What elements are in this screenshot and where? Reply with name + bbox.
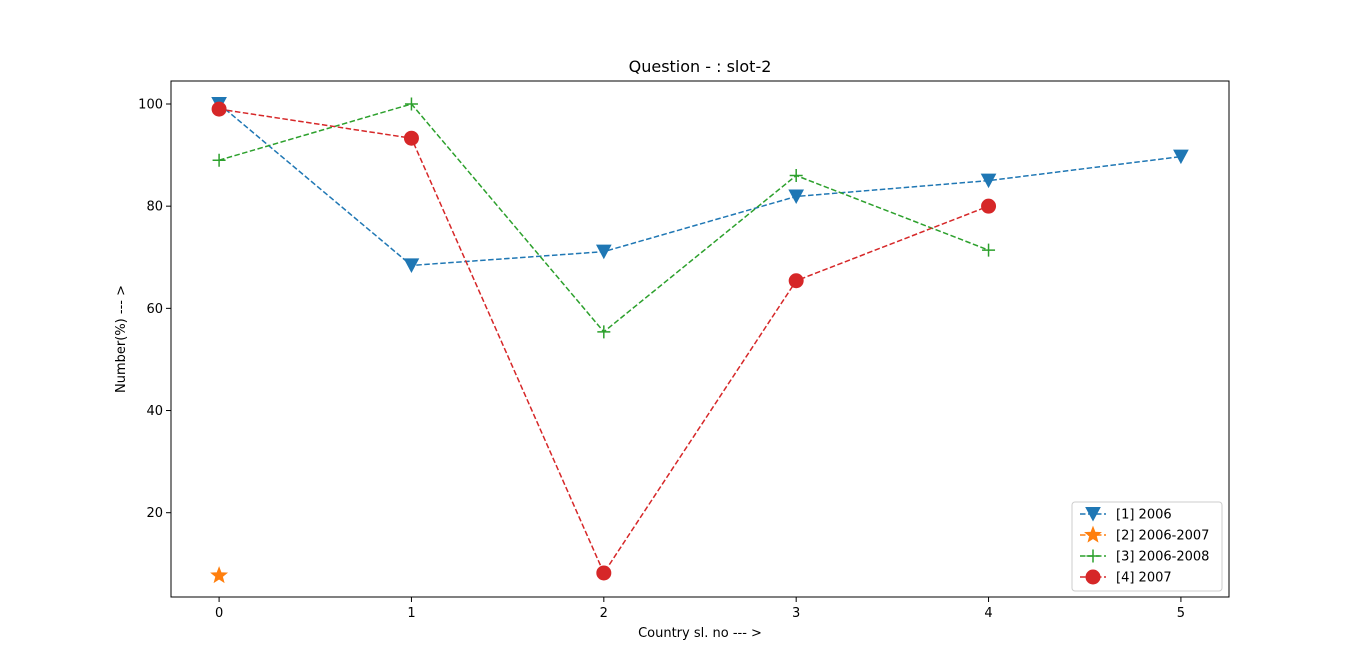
legend-label: [3] 2006-2008 xyxy=(1116,550,1209,565)
chart-title: Question - : slot-2 xyxy=(629,57,772,76)
data-point-3-2006-2008 xyxy=(982,243,996,257)
x-tick-label: 4 xyxy=(984,606,992,621)
data-point-1-2006 xyxy=(403,258,420,273)
y-tick-label: 100 xyxy=(138,97,163,112)
y-tick-label: 40 xyxy=(146,404,163,419)
legend-label: [4] 2007 xyxy=(1116,571,1172,586)
data-point-4-2007 xyxy=(596,565,612,581)
data-point-1-2006 xyxy=(980,173,997,189)
y-axis-label: Number(%) --- > xyxy=(114,285,129,393)
legend-item-1-2006: [1] 2006 xyxy=(1080,507,1172,523)
legend-marker-1-2006 xyxy=(1085,507,1101,522)
y-tick-label: 80 xyxy=(146,200,163,215)
x-tick-label: 3 xyxy=(792,606,800,621)
series-2-2006-2007 xyxy=(210,566,229,584)
data-point-4-2007 xyxy=(981,198,997,214)
data-point-1-2006 xyxy=(595,244,612,260)
legend-marker-3-2006-2008 xyxy=(1086,549,1100,563)
legend-box xyxy=(1071,501,1223,592)
data-point-1-2006 xyxy=(788,189,805,205)
data-point-3-2006-2008 xyxy=(789,169,803,183)
x-tick-label: 0 xyxy=(215,606,223,621)
data-point-4-2007 xyxy=(403,130,419,146)
series-layer xyxy=(210,96,1189,584)
legend-label: [2] 2006-2007 xyxy=(1116,529,1209,544)
legend-item-2-2006-2007: [2] 2006-2007 xyxy=(1080,525,1209,544)
y-tick-label: 20 xyxy=(146,506,163,521)
x-axis-label: Country sl. no --- > xyxy=(638,626,762,641)
y-tick-label: 60 xyxy=(146,302,163,317)
data-point-3-2006-2008 xyxy=(212,153,226,167)
data-point-4-2007 xyxy=(211,101,227,117)
legend-marker-2-2006-2007 xyxy=(1084,525,1102,543)
x-tick-label: 1 xyxy=(407,606,415,621)
legend-label: [1] 2006 xyxy=(1116,508,1172,523)
data-point-1-2006 xyxy=(1173,149,1189,165)
series-4-2007 xyxy=(211,101,997,581)
legend-item-3-2006-2008: [3] 2006-2008 xyxy=(1080,549,1209,565)
legend: [1] 2006 [2] 2006-2007 [3] 2006-2008 [4] 20… xyxy=(1071,501,1223,592)
legend-item-4-2007: [4] 2007 xyxy=(1080,569,1172,586)
axis-ticks: 0 1 2 3 4 5 20 40 60 80 100 xyxy=(138,97,1185,621)
series-1-2006 xyxy=(211,96,1189,273)
data-point-4-2007 xyxy=(788,273,804,289)
legend-marker-4-2007 xyxy=(1085,569,1101,585)
series-line-1-2006 xyxy=(218,103,1182,267)
data-point-3-2006-2008 xyxy=(404,97,418,111)
data-point-3-2006-2008 xyxy=(597,325,611,339)
data-point-2-2006-2007 xyxy=(210,566,229,584)
x-tick-label: 2 xyxy=(600,606,608,621)
series-3-2006-2008 xyxy=(212,97,996,339)
plot-area xyxy=(170,80,1230,598)
x-tick-label: 5 xyxy=(1177,606,1185,621)
series-line-4-2007 xyxy=(218,108,989,575)
